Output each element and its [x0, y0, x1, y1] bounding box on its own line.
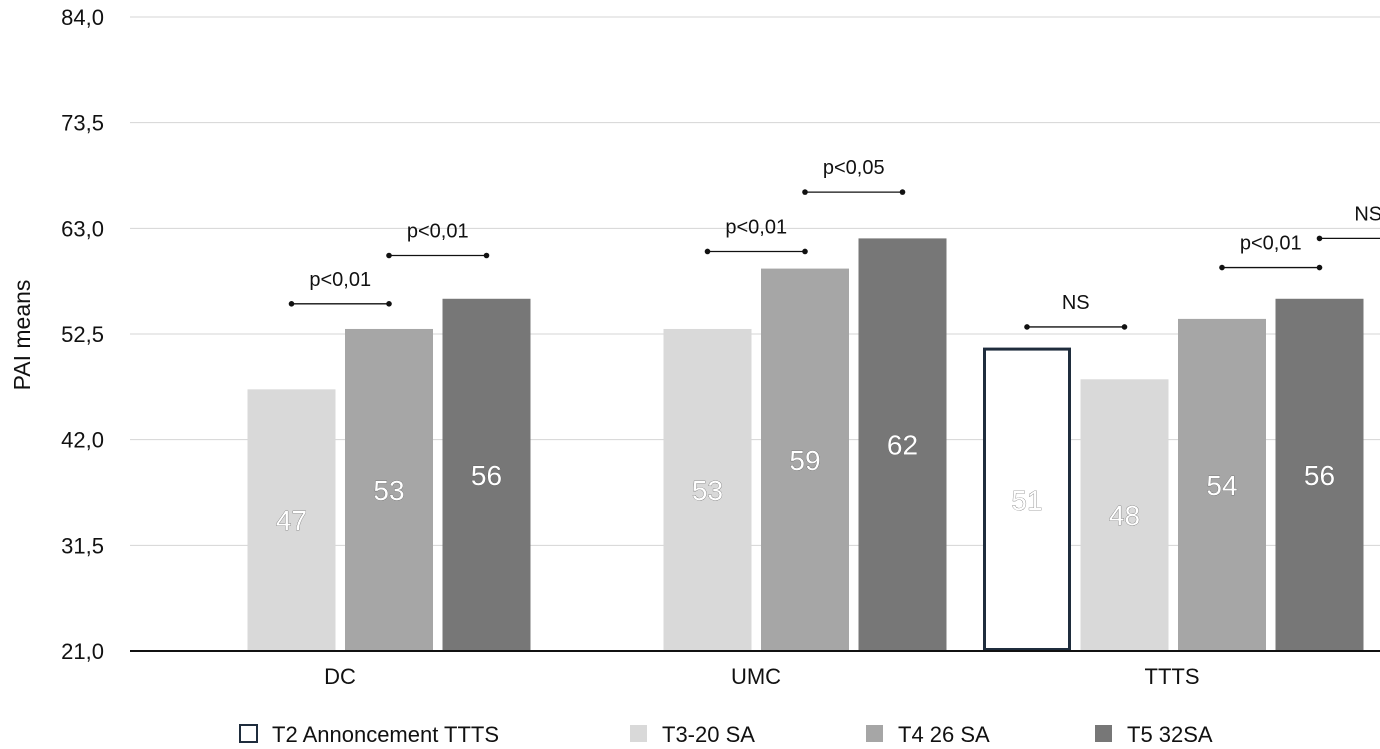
legend-swatch — [1095, 725, 1112, 742]
legend-entry-label: T3-20 SA — [662, 722, 755, 747]
bar — [442, 298, 531, 651]
legend-entry-label: T4 26 SA — [898, 722, 990, 747]
y-tick-label: 52,5 — [61, 322, 104, 347]
bar-data-label: 53 — [373, 475, 404, 506]
significance-layer: p<0,01 p<0,01 p<0,01 p<0,05 NS p<0,01 NS — [288, 157, 1380, 330]
bracket-end-dot — [704, 248, 711, 255]
significance-label: NS — [1354, 203, 1380, 225]
x-category-label: DC — [324, 664, 356, 689]
y-axis-label: PAI means — [9, 280, 35, 391]
bar — [858, 238, 947, 651]
significance-label: p<0,01 — [1240, 233, 1302, 255]
significance-label: p<0,01 — [309, 269, 371, 291]
bar-data-label: 56 — [1304, 460, 1335, 491]
bar — [1275, 298, 1364, 651]
legend-swatch — [239, 724, 258, 743]
bar — [663, 328, 752, 651]
bracket-end-dot — [1024, 324, 1030, 330]
x-category-label: UMC — [731, 664, 781, 689]
y-tick-label: 42,0 — [61, 428, 104, 453]
x-category-label: TTTS — [1145, 664, 1200, 689]
legend-entry-label: T2 Annoncement TTTS — [272, 722, 499, 747]
bar-data-label: 47 — [276, 505, 307, 536]
axis-layer: 21,0 31,5 42,0 52,5 63,0 73,5 84,0 DC UMC TTTS — [61, 5, 1380, 689]
bracket-end-dot — [1219, 264, 1225, 271]
bar-data-label: 62 — [887, 430, 918, 461]
y-tick-label: 73,5 — [61, 111, 104, 136]
bar-data-label: 53 — [692, 475, 723, 506]
legend: T2 Annoncement TTTS T3-20 SA T4 26 SA T5 32… — [239, 722, 1213, 747]
bar-data-label: 51 — [1011, 485, 1042, 516]
legend-entry-label: T5 32SA — [1127, 722, 1213, 747]
bar — [983, 347, 1071, 651]
bracket-end-dot — [386, 252, 392, 259]
grid-layer — [130, 16, 1380, 546]
significance-label: p<0,05 — [823, 157, 885, 179]
bracket-end-dot — [802, 248, 808, 255]
y-tick-label: 63,0 — [61, 216, 104, 241]
bracket-end-dot — [1121, 324, 1128, 330]
bar-data-label: 59 — [789, 445, 820, 476]
significance-label: p<0,01 — [407, 221, 469, 243]
bracket-end-dot — [1316, 264, 1323, 271]
bracket-end-dot — [483, 252, 490, 259]
bar — [761, 268, 849, 651]
bar-data-label: 48 — [1109, 500, 1140, 531]
bars-layer: 51 47 53 48 53 59 54 56 62 56 — [247, 238, 1364, 651]
bracket-end-dot — [802, 189, 808, 195]
bracket-end-dot — [1316, 235, 1323, 242]
bar — [345, 328, 433, 651]
y-tick-label: 31,5 — [61, 533, 104, 558]
y-tick-label: 21,0 — [61, 639, 104, 664]
legend-swatch — [630, 725, 647, 742]
legend-swatch — [866, 725, 883, 742]
bar — [247, 389, 336, 651]
bracket-end-dot — [899, 189, 906, 195]
bracket-end-dot — [288, 301, 295, 307]
significance-label: NS — [1062, 292, 1090, 314]
bar — [1178, 318, 1266, 651]
bar-data-label: 54 — [1206, 470, 1237, 501]
significance-label: p<0,01 — [725, 216, 787, 238]
bracket-end-dot — [386, 301, 392, 307]
bar-data-label: 56 — [471, 460, 502, 491]
bar — [1080, 379, 1169, 651]
y-tick-label: 84,0 — [61, 5, 104, 30]
